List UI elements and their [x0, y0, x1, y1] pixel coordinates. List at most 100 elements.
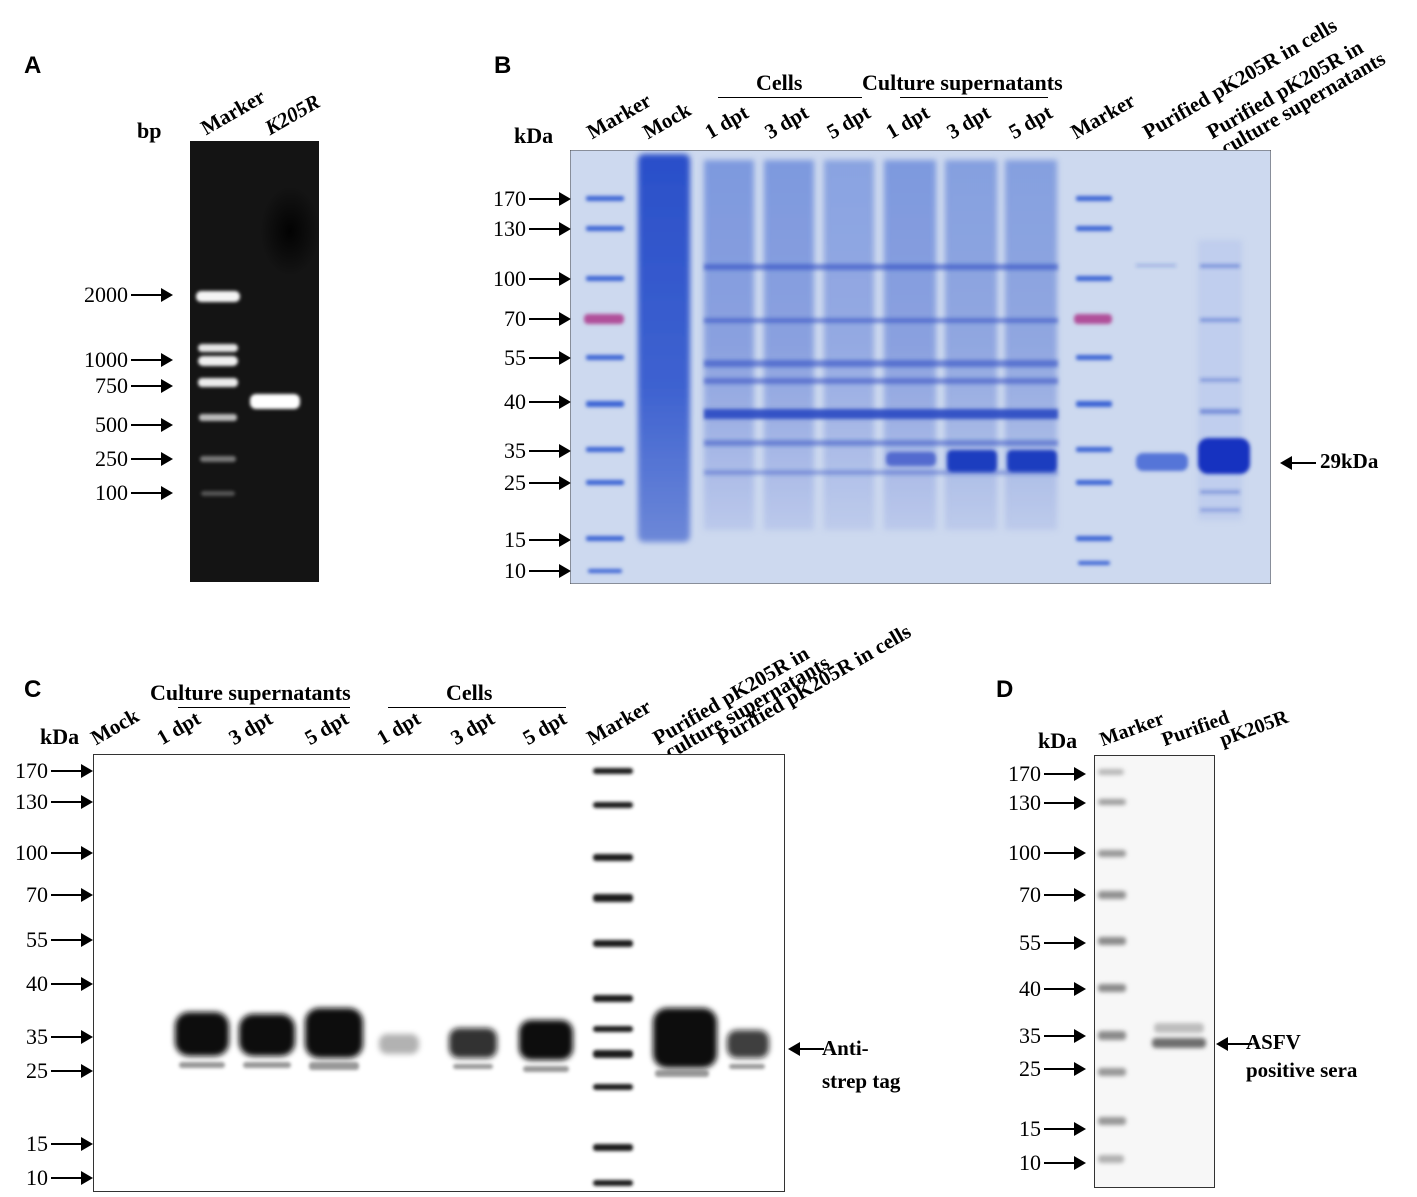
panel-b-ladder-100: 100	[476, 268, 571, 290]
panel-b-band-label: 29kDa	[1320, 449, 1379, 473]
panel-b-ladder-130: 130	[476, 218, 571, 240]
gel-b-sup-3dpt-29kda-band	[947, 450, 997, 472]
panel-d-ladder-25: 25	[995, 1058, 1086, 1080]
panel-c-ladder-10: 10	[2, 1167, 93, 1189]
gel-b-band-40kda-row	[704, 409, 1058, 419]
panel-b-group-culture-line	[900, 97, 1048, 98]
panel-d-band-arrow	[1216, 1037, 1252, 1051]
panel-c-band-label-1: Anti-	[822, 1036, 869, 1060]
panel-c-ladder-170: 170	[2, 760, 93, 782]
panel-a-letter: A	[24, 52, 42, 79]
blot-c-sup-5dpt-band	[305, 1008, 363, 1058]
panel-b-letter: B	[494, 52, 512, 79]
panel-c-ladder-100: 100	[2, 842, 93, 864]
panel-d-ladder-130: 130	[995, 792, 1086, 814]
panel-b-lane-marker-2: Marker	[1066, 88, 1140, 144]
panel-c-unit: kDa	[40, 724, 80, 749]
panel-b-lane-sup-3dpt: 3 dpt	[942, 100, 995, 144]
panel-a-unit: bp	[137, 118, 162, 143]
agarose-gel	[190, 141, 319, 582]
panel-a-ladder-1000: 1000	[60, 349, 173, 371]
panel-d-ladder-10: 10	[995, 1152, 1086, 1174]
panel-c-lane-sup-5dpt: 5 dpt	[300, 706, 353, 750]
panel-d-unit: kDa	[1038, 728, 1078, 753]
panel-c-ladder-40: 40	[2, 973, 93, 995]
panel-c-group-cells: Cells	[446, 680, 493, 705]
panel-c-ladder-70: 70	[2, 884, 93, 906]
panel-c-lane-cells-1dpt: 1 dpt	[372, 706, 425, 750]
blot-c-cells-5dpt-band	[519, 1020, 573, 1060]
panel-b-ladder-70: 70	[476, 308, 571, 330]
panel-b-ladder-15: 15	[476, 529, 571, 551]
panel-b-ladder-25: 25	[476, 472, 571, 494]
panel-b-ladder-55: 55	[476, 347, 571, 369]
blot-d-main-band	[1152, 1038, 1206, 1048]
gel-b-band-70kda-row	[704, 318, 1058, 323]
panel-d-ladder-100: 100	[995, 842, 1086, 864]
panel-c-band-arrow	[788, 1042, 824, 1056]
panel-b-group-cells: Cells	[756, 70, 803, 95]
western-blot-c	[93, 754, 785, 1192]
gel-b-mock-lane	[638, 154, 690, 542]
panel-c-lane-cells-3dpt: 3 dpt	[446, 706, 499, 750]
panel-d-letter: D	[996, 676, 1014, 703]
gel-a-marker-band-2000	[196, 291, 240, 302]
panel-a-lane-k205r: K205R	[260, 89, 325, 140]
gel-b-cells-1dpt-lane	[704, 160, 754, 530]
panel-b-group-cells-line	[718, 97, 862, 98]
gel-b-sup-1dpt-29kda-band	[886, 452, 936, 466]
blot-d-upper-band	[1154, 1023, 1204, 1033]
panel-c-lane-mock: Mock	[86, 703, 143, 750]
gel-b-cells-5dpt-lane	[824, 160, 874, 530]
panel-b-ladder-40: 40	[476, 391, 571, 413]
panel-b-lane-marker: Marker	[582, 88, 656, 144]
panel-a-ladder-750: 750	[60, 375, 173, 397]
gel-a-marker-band-250	[200, 456, 236, 462]
gel-b-band-100kda-row	[704, 264, 1058, 270]
gel-a-marker-band-100	[201, 491, 235, 496]
gel-b-band-33kda-row	[704, 440, 1058, 446]
panel-b-unit: kDa	[514, 123, 554, 148]
blot-c-cells-1dpt-band	[379, 1034, 419, 1054]
panel-b-ladder-35: 35	[476, 440, 571, 462]
panel-c-lane-sup-3dpt: 3 dpt	[224, 706, 277, 750]
panel-a-ladder-500: 500	[60, 414, 173, 436]
panel-d-lane-pk205r: pK205R	[1216, 705, 1292, 751]
panel-d-lane-marker: Marker	[1096, 707, 1167, 751]
panel-d-ladder-40: 40	[995, 978, 1086, 1000]
panel-a-ladder-2000: 2000	[60, 284, 173, 306]
panel-b-lane-cells-1dpt: 1 dpt	[700, 100, 753, 144]
panel-c-lane-sup-1dpt: 1 dpt	[152, 706, 205, 750]
gel-b-sup-1dpt-lane	[884, 160, 936, 530]
panel-d-band-label-2: positive sera	[1246, 1058, 1358, 1082]
panel-d-ladder-70: 70	[995, 884, 1086, 906]
panel-c-group-culture-line	[178, 707, 350, 708]
coomassie-gel	[570, 150, 1271, 584]
panel-a-ladder-100: 100	[60, 482, 173, 504]
panel-b-lane-cells-5dpt: 5 dpt	[822, 100, 875, 144]
gel-b-sup-5dpt-29kda-band	[1007, 450, 1057, 472]
panel-c-lane-marker: Marker	[582, 694, 656, 750]
panel-c-band-label-2: strep tag	[822, 1069, 901, 1093]
panel-b-ladder-10: 10	[476, 560, 571, 582]
panel-d-band-label-1: ASFV	[1246, 1030, 1301, 1054]
gel-b-purified-sup-band	[1198, 438, 1250, 474]
panel-c-group-culture: Culture supernatants	[150, 680, 351, 705]
panel-c-ladder-55: 55	[2, 929, 93, 951]
panel-b-lane-cells-3dpt: 3 dpt	[760, 100, 813, 144]
panel-c-lane-cells-5dpt: 5 dpt	[518, 706, 571, 750]
panel-b-lane-sup-1dpt: 1 dpt	[881, 100, 934, 144]
panel-b-ladder-170: 170	[476, 188, 571, 210]
panel-b-band-arrow	[1280, 456, 1316, 470]
gel-a-marker-band-1000	[198, 356, 238, 366]
panel-d-ladder-15: 15	[995, 1118, 1086, 1140]
panel-b-lane-sup-5dpt: 5 dpt	[1004, 100, 1057, 144]
panel-d-ladder-55: 55	[995, 932, 1086, 954]
gel-b-purified-cells-band	[1136, 453, 1188, 471]
gel-b-band-55kda-row	[704, 360, 1058, 367]
blot-c-cells-3dpt-band	[449, 1028, 497, 1058]
gel-a-marker-band-750	[198, 378, 238, 387]
panel-d-ladder-35: 35	[995, 1025, 1086, 1047]
gel-a-marker-band-500	[199, 414, 237, 421]
panel-c-ladder-130: 130	[2, 791, 93, 813]
